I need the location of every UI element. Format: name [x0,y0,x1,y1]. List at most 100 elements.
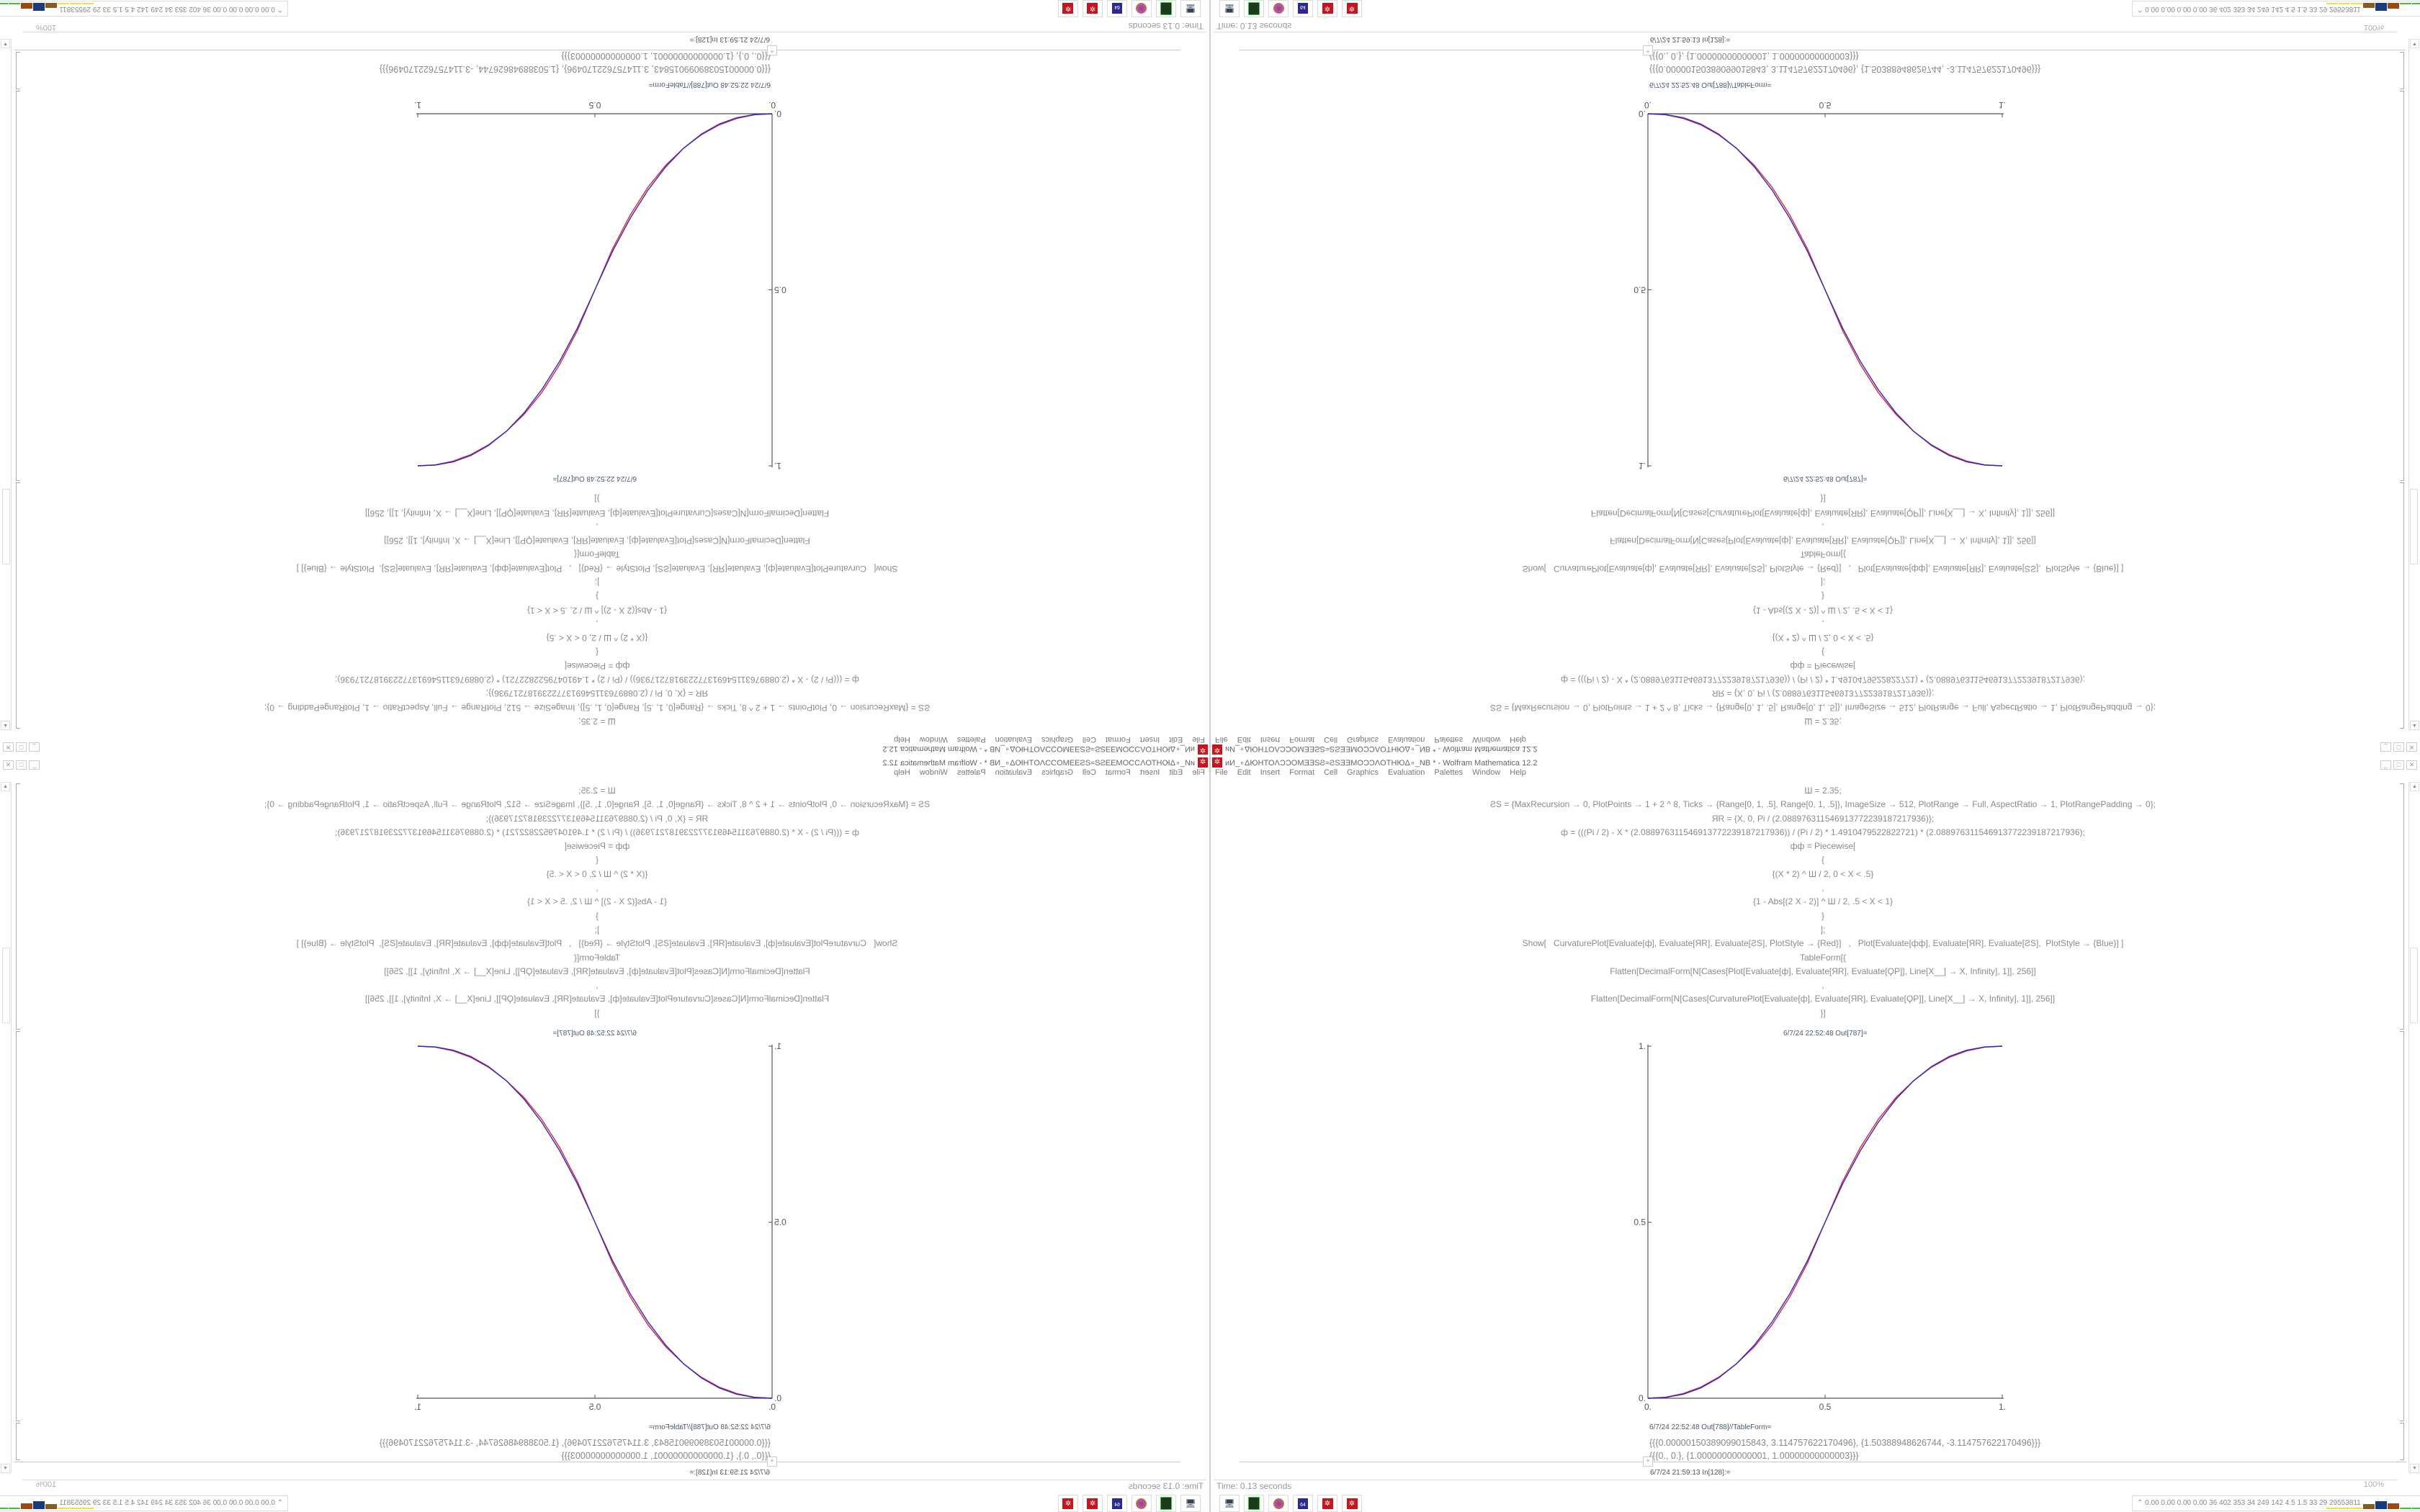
cell-bracket[interactable] [2400,783,2404,1030]
mathematica-icon[interactable]: ✲ [1083,1495,1103,1512]
network-monitor-icon[interactable]: 🖥 [1219,1495,1240,1512]
scroll-up-icon[interactable]: ▲ [1,721,10,730]
menu-palettes[interactable]: Palettes [1434,768,1464,777]
vertical-scrollbar[interactable]: ▲ ▼ [1,782,12,1473]
menu-window[interactable]: Window [919,768,948,777]
minimize-button[interactable]: _ [2380,760,2391,770]
scrollbar-thumb[interactable] [2,948,10,1023]
insert-cell-button[interactable]: + [1643,45,1653,55]
close-button[interactable]: ✕ [2406,760,2417,770]
menu-insert[interactable]: Insert [1139,768,1160,777]
scroll-up-icon[interactable]: ▲ [2410,721,2419,730]
input-cell[interactable]: Ш = 2.35; ƧS = {MaxRecursion → 0, PlotPoi… [1355,784,2291,1020]
floppy-64-icon[interactable]: 64 [1107,1495,1127,1512]
floppy-64-icon[interactable]: 64 [1107,0,1127,17]
scroll-down-icon[interactable]: ▼ [2410,39,2419,48]
network-monitor-icon[interactable]: 🖥 [1219,0,1240,17]
menu-graphics[interactable]: Graphics [1347,735,1379,744]
menu-insert[interactable]: Insert [1139,735,1160,744]
mathematica-icon[interactable]: ✲ [1317,1495,1337,1512]
menu-window[interactable]: Window [1472,735,1501,744]
cell-bracket[interactable] [2400,1423,2404,1460]
scrollbar-thumb[interactable] [2410,489,2418,564]
menu-palettes[interactable]: Palettes [1434,735,1464,744]
close-button[interactable]: ✕ [3,742,14,752]
menu-palettes[interactable]: Palettes [956,768,986,777]
mathematica-icon[interactable]: ✲ [1058,1495,1078,1512]
cell-bracket[interactable] [16,91,20,481]
scrollbar-thumb[interactable] [2,489,10,564]
cell-bracket[interactable] [16,783,20,1030]
menu-help[interactable]: Help [1510,735,1526,744]
terminal-icon[interactable] [1244,0,1264,17]
mathematica-icon[interactable]: ✲ [1342,0,1362,17]
vertical-scrollbar[interactable]: ▲ ▼ [1,39,12,730]
chevron-up-icon[interactable]: ⌃ [2137,5,2146,13]
menu-edit[interactable]: Edit [1237,735,1251,744]
floppy-64-icon[interactable]: 64 [1293,0,1313,17]
scroll-up-icon[interactable]: ▲ [1,782,10,791]
cell-bracket[interactable] [2400,52,2404,89]
chevron-up-icon[interactable]: ⌃ [2137,1499,2146,1507]
firefox-icon[interactable] [1131,1495,1152,1512]
zoom-level[interactable]: 100% [36,1480,57,1489]
insert-cell-button[interactable]: + [767,1457,777,1467]
menu-insert[interactable]: Insert [1260,735,1281,744]
minimize-button[interactable]: _ [2380,742,2391,752]
maximize-button[interactable]: □ [2393,742,2404,752]
menu-file[interactable]: File [1192,768,1205,777]
menu-format[interactable]: Format [1105,735,1131,744]
menu-help[interactable]: Help [894,735,910,744]
menu-file[interactable]: File [1215,768,1228,777]
menu-graphics[interactable]: Graphics [1041,768,1073,777]
cell-bracket[interactable] [16,1031,20,1421]
menu-evaluation[interactable]: Evaluation [995,768,1032,777]
insert-cell-button[interactable]: + [1643,1457,1653,1467]
menu-cell[interactable]: Cell [1324,735,1338,744]
firefox-icon[interactable] [1131,0,1152,17]
zoom-level[interactable]: 100% [2363,1480,2384,1489]
chevron-up-icon[interactable]: ⌃ [274,1499,283,1507]
minimize-button[interactable]: _ [29,760,40,770]
menu-edit[interactable]: Edit [1169,768,1183,777]
vertical-scrollbar[interactable]: ▲ ▼ [2408,39,2419,730]
menu-window[interactable]: Window [919,735,948,744]
menu-format[interactable]: Format [1289,735,1315,744]
network-monitor-icon[interactable]: 🖥 [1180,0,1201,17]
menu-graphics[interactable]: Graphics [1041,735,1073,744]
maximize-button[interactable]: □ [16,760,27,770]
maximize-button[interactable]: □ [2393,760,2404,770]
cell-bracket[interactable] [2400,482,2404,729]
terminal-icon[interactable] [1156,0,1176,17]
firefox-icon[interactable] [1268,1495,1289,1512]
terminal-icon[interactable] [1156,1495,1176,1512]
input-cell[interactable]: Ш = 2.35; ƧS = {MaxRecursion → 0, PlotPoi… [129,492,1065,728]
floppy-64-icon[interactable]: 64 [1293,1495,1313,1512]
zoom-level[interactable]: 100% [2363,23,2384,32]
scroll-down-icon[interactable]: ▼ [1,39,10,48]
menu-evaluation[interactable]: Evaluation [995,735,1032,744]
menu-evaluation[interactable]: Evaluation [1388,735,1425,744]
cell-bracket[interactable] [16,482,20,729]
menu-graphics[interactable]: Graphics [1347,768,1379,777]
menu-cell[interactable]: Cell [1082,768,1096,777]
scroll-down-icon[interactable]: ▼ [1,1464,10,1473]
menu-format[interactable]: Format [1289,768,1315,777]
close-button[interactable]: ✕ [2406,742,2417,752]
menu-edit[interactable]: Edit [1169,735,1183,744]
mathematica-icon[interactable]: ✲ [1058,0,1078,17]
terminal-icon[interactable] [1244,1495,1264,1512]
menu-palettes[interactable]: Palettes [956,735,986,744]
menu-edit[interactable]: Edit [1237,768,1251,777]
cell-bracket[interactable] [16,52,20,89]
scroll-down-icon[interactable]: ▼ [2410,1464,2419,1473]
maximize-button[interactable]: □ [16,742,27,752]
insert-cell-button[interactable]: + [767,45,777,55]
firefox-icon[interactable] [1268,0,1289,17]
menu-cell[interactable]: Cell [1324,768,1338,777]
network-monitor-icon[interactable]: 🖥 [1180,1495,1201,1512]
cell-bracket[interactable] [2400,1031,2404,1421]
mathematica-icon[interactable]: ✲ [1342,1495,1362,1512]
chevron-up-icon[interactable]: ⌃ [274,5,283,13]
menu-evaluation[interactable]: Evaluation [1388,768,1425,777]
